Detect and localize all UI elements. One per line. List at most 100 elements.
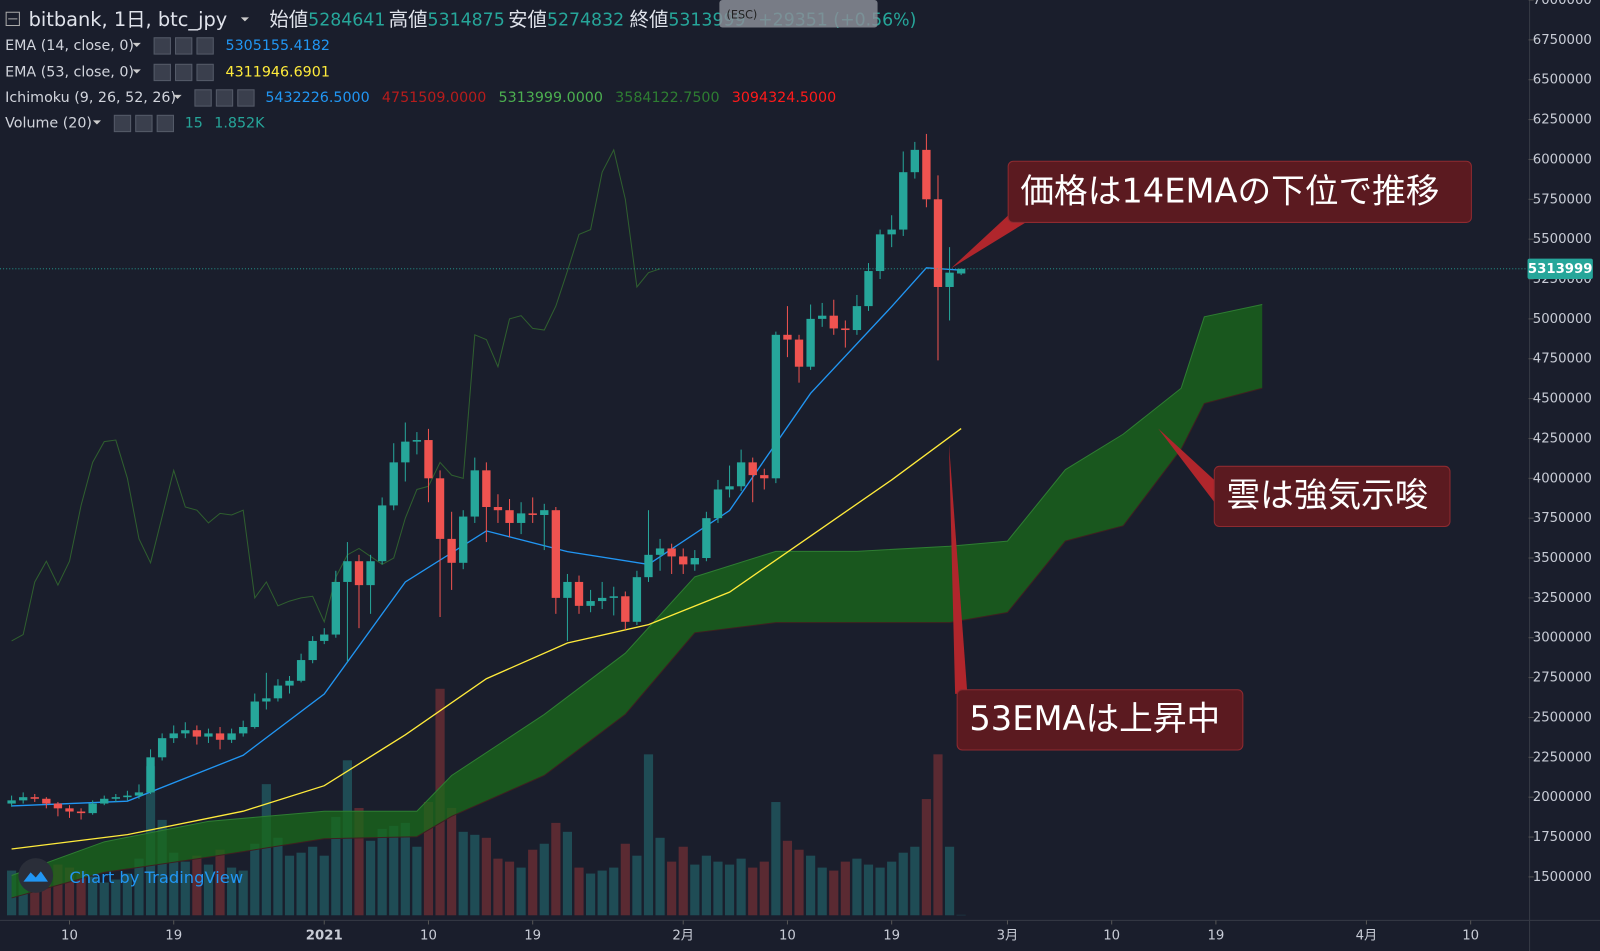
volume-bar xyxy=(944,846,955,916)
candle-body xyxy=(551,510,561,598)
candle-body xyxy=(736,462,746,487)
volume-bar xyxy=(88,876,98,916)
candle-body xyxy=(528,513,537,515)
volume-bar xyxy=(759,861,769,916)
gear-icon[interactable] xyxy=(175,63,193,82)
candle-body xyxy=(123,795,132,798)
dropdown[interactable] xyxy=(132,69,141,74)
indicator-name[interactable]: EMA (14, close, 0) xyxy=(5,38,134,54)
ohlc-label: 終値 xyxy=(630,8,669,31)
candle-body xyxy=(331,581,341,635)
candle-body xyxy=(343,561,352,582)
ichimoku-value: 4751509.0000 xyxy=(382,90,486,106)
candle-body xyxy=(53,803,63,809)
candle-body xyxy=(540,510,549,515)
candle-body xyxy=(933,199,943,287)
eye-icon[interactable] xyxy=(153,63,171,82)
candle-body xyxy=(586,601,595,606)
candle-body xyxy=(760,475,769,479)
logo xyxy=(18,858,54,893)
x-tick-label: 2021 xyxy=(306,929,343,944)
collapse-icon[interactable] xyxy=(5,11,20,27)
volume-bar xyxy=(423,802,434,916)
x-tick-label: 19 xyxy=(883,929,900,944)
volume-bar xyxy=(493,858,503,916)
y-tick-label: 5500000 xyxy=(1533,232,1592,247)
volume-bar xyxy=(724,864,735,916)
ema-line xyxy=(11,267,962,807)
candle-body xyxy=(181,730,190,734)
gear-icon[interactable] xyxy=(215,89,234,107)
volume-bar xyxy=(273,837,283,916)
ichimoku-values: 5432226.5000 4751509.0000 5313999.0000 3584… xyxy=(265,90,836,106)
dropdown[interactable] xyxy=(173,94,182,99)
volume-bar xyxy=(562,831,573,916)
dropdown[interactable] xyxy=(132,42,141,47)
eye-icon[interactable] xyxy=(153,37,171,55)
volume-bar xyxy=(655,837,665,916)
candle-body xyxy=(412,440,422,442)
candle-body xyxy=(30,797,39,799)
candle-body xyxy=(609,596,618,598)
close-icon[interactable] xyxy=(237,89,255,107)
dropdown[interactable] xyxy=(92,120,102,125)
x-tick-label: 3月 xyxy=(997,929,1019,944)
y-tick-label: 6500000 xyxy=(1533,73,1592,88)
volume-bar xyxy=(504,861,515,916)
candle-body xyxy=(250,701,259,728)
close-icon[interactable] xyxy=(196,63,214,82)
indicator-name[interactable]: Volume (20) xyxy=(5,115,92,131)
ohlc-value: 5314875 xyxy=(428,10,505,30)
volume-bar xyxy=(76,870,86,916)
y-tick-label: 6750000 xyxy=(1533,33,1592,48)
ichimoku-value: 3584122.7500 xyxy=(615,90,719,106)
annotation-text: 53EMAは上昇中 xyxy=(969,699,1220,738)
y-tick-label: 5000000 xyxy=(1533,312,1592,327)
annotation-text: 雲は強気示唆 xyxy=(1227,475,1429,514)
volume-bar xyxy=(99,882,109,916)
price-label-box xyxy=(1527,258,1593,280)
indicator-name[interactable]: Ichimoku (9, 26, 52, 26) xyxy=(5,90,176,106)
watermark[interactable]: Chart by TradingView xyxy=(69,868,243,887)
volume-bar xyxy=(574,867,584,916)
close-icon[interactable] xyxy=(196,37,214,55)
candle-body xyxy=(887,229,896,235)
volume-bar xyxy=(887,861,897,916)
candle-body xyxy=(829,315,838,329)
gear-icon[interactable] xyxy=(135,114,153,133)
y-tick-label: 6000000 xyxy=(1533,152,1592,167)
candle-body xyxy=(273,685,283,699)
ohlc-label: 始値 xyxy=(269,8,308,31)
volume-bar xyxy=(481,837,491,916)
candle-body xyxy=(644,554,653,578)
volume-ma: 1.852K xyxy=(214,115,265,131)
annotation-box xyxy=(1213,465,1451,528)
candle-body xyxy=(806,318,815,367)
candle-body xyxy=(308,640,317,661)
eye-icon[interactable] xyxy=(194,89,212,107)
close-icon[interactable] xyxy=(156,114,174,133)
symbol-title[interactable]: bitbank, 1日, btc_jpy xyxy=(29,8,228,31)
volume-bar xyxy=(238,870,248,916)
candle-body xyxy=(192,730,202,737)
candle-body xyxy=(215,733,225,740)
volume-bar xyxy=(898,852,908,916)
indicator-value: 4311946.6901 xyxy=(226,64,330,80)
volume-bar xyxy=(817,867,827,916)
eye-icon[interactable] xyxy=(113,114,132,133)
volume-bar xyxy=(296,852,306,916)
candle-body xyxy=(667,548,676,557)
candle-body xyxy=(910,149,919,173)
dropdown[interactable] xyxy=(240,17,249,22)
y-tick-label: 4250000 xyxy=(1533,431,1592,446)
volume-bar xyxy=(748,867,758,916)
x-tick-label: 19 xyxy=(1207,929,1224,944)
gear-icon[interactable] xyxy=(175,37,193,55)
volume-bar xyxy=(806,855,816,916)
candle-body xyxy=(493,507,503,511)
candle-body xyxy=(875,234,885,272)
indicator-name[interactable]: EMA (53, close, 0) xyxy=(5,64,134,80)
volume-bar xyxy=(632,855,642,916)
candle-body xyxy=(401,441,410,463)
candle-body xyxy=(852,306,862,331)
